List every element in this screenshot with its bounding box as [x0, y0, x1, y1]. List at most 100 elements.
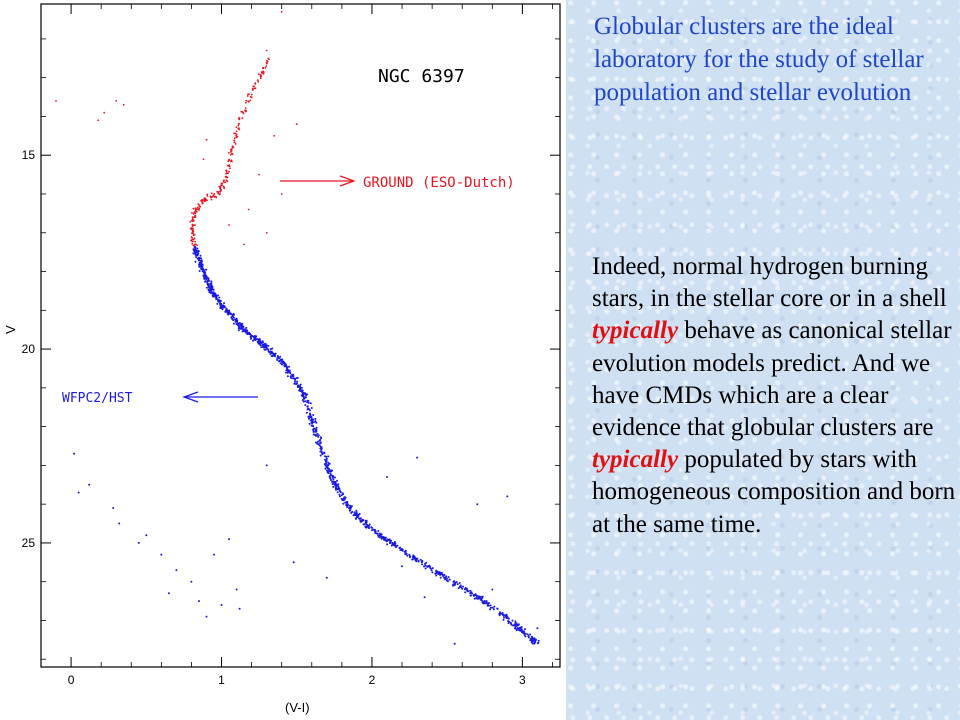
star-point [367, 525, 370, 528]
star-point [489, 608, 491, 611]
star-point [260, 71, 263, 73]
star-point [457, 587, 460, 590]
star-point [197, 250, 200, 253]
star-point [368, 523, 371, 526]
star-point [386, 476, 388, 478]
chart-title: NGC 6397 [378, 66, 465, 87]
star-point [330, 470, 333, 473]
star-point [306, 401, 309, 404]
star-point [247, 208, 250, 211]
star-point [235, 588, 238, 591]
star-point [213, 553, 215, 556]
x-axis-label: (V-I) [285, 700, 310, 715]
star-point [281, 363, 283, 366]
ground-label: GROUND (ESO-Dutch) [363, 175, 515, 191]
hst-label: WFPC2/HST [62, 391, 133, 406]
star-point [233, 132, 235, 135]
star-point [412, 557, 415, 560]
star-point [230, 316, 233, 319]
star-point [431, 571, 434, 574]
star-point [234, 143, 237, 145]
star-point [194, 240, 197, 243]
star-point [391, 541, 394, 544]
star-point [520, 626, 523, 629]
star-point [235, 126, 238, 128]
star-point [202, 158, 205, 161]
star-point [305, 394, 308, 397]
star-point [175, 569, 178, 572]
star-point [209, 195, 212, 198]
star-point [245, 101, 247, 104]
star-point [264, 345, 267, 348]
star-point [329, 473, 332, 476]
star-point [533, 637, 536, 640]
star-point [192, 252, 195, 255]
star-point [292, 561, 295, 564]
star-point [320, 446, 322, 449]
star-point [293, 382, 296, 385]
star-point [225, 169, 228, 172]
star-point [233, 137, 236, 140]
star-point [234, 132, 237, 135]
star-point [213, 193, 216, 195]
star-point [232, 316, 235, 319]
axis-ticks [40, 4, 560, 667]
star-point [194, 214, 197, 217]
star-point [314, 428, 317, 431]
star-point [235, 130, 238, 133]
star-point [253, 336, 255, 339]
star-point [198, 600, 200, 603]
star-point [314, 417, 317, 420]
body-part-1: Indeed, normal hydrogen burning stars, i… [592, 253, 947, 313]
star-point [514, 625, 517, 628]
star-point [222, 179, 225, 182]
body-part-3: populated by stars with homogeneous comp… [592, 446, 956, 538]
star-point [359, 520, 362, 523]
star-point [294, 380, 296, 383]
star-point [485, 600, 488, 603]
star-point [232, 322, 235, 325]
star-point [461, 587, 464, 590]
star-point [431, 567, 434, 570]
star-point [504, 614, 507, 617]
star-point [194, 246, 197, 249]
star-point [377, 534, 380, 537]
body-text: Indeed, normal hydrogen burning stars, i… [592, 251, 958, 541]
star-point [333, 483, 336, 485]
star-point [530, 638, 533, 641]
star-point [276, 358, 279, 361]
star-point [192, 230, 195, 233]
star-point [245, 330, 247, 333]
star-point [206, 195, 209, 197]
star-point [334, 486, 337, 489]
star-point [390, 544, 393, 547]
star-point [245, 326, 248, 329]
hst-series [73, 245, 540, 645]
star-point [200, 262, 203, 265]
star-point [299, 383, 302, 386]
star-point [325, 462, 327, 465]
star-point [285, 369, 288, 372]
star-point [333, 480, 336, 483]
star-point [192, 207, 195, 210]
star-point [200, 268, 203, 271]
star-point [323, 452, 326, 455]
star-point [229, 154, 232, 156]
star-point [238, 128, 241, 131]
y-axis-label: V [3, 325, 18, 334]
star-point [241, 330, 244, 333]
star-point [507, 617, 510, 620]
star-point [251, 339, 254, 342]
star-point [307, 401, 310, 404]
star-point [398, 547, 401, 549]
star-point [314, 420, 317, 423]
star-point [331, 476, 334, 479]
star-point [259, 75, 262, 78]
star-point [480, 598, 483, 601]
star-point [203, 278, 206, 280]
star-point [242, 328, 245, 331]
star-point [524, 628, 526, 631]
star-point [202, 268, 205, 271]
star-point [291, 375, 294, 378]
star-point [230, 151, 232, 153]
